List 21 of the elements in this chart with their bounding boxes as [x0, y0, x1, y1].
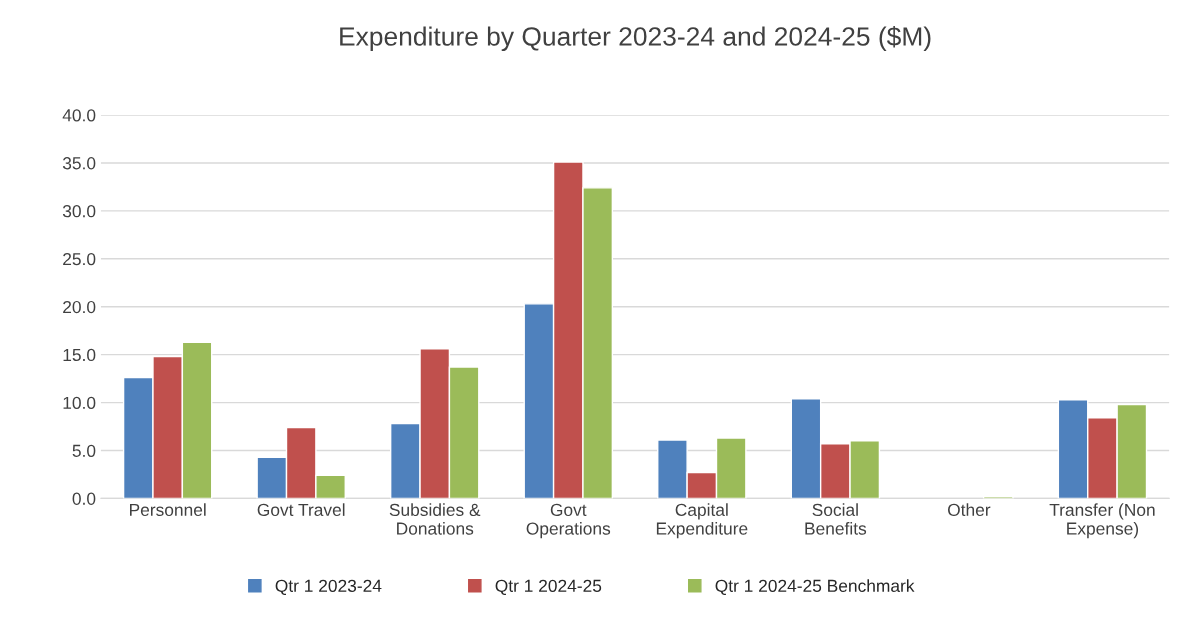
y-tick-label: 15.0: [63, 348, 96, 362]
y-tick-label: 5.0: [72, 444, 96, 457]
legend-label: Qtr 1 2023-24: [275, 579, 382, 596]
y-tick-label: 20.0: [63, 300, 96, 314]
legend-label: Qtr 1 2024-25 Benchmark: [715, 579, 915, 596]
x-tick-label: Capital Expenditure: [656, 503, 748, 539]
x-tick-label: Personnel: [130, 503, 206, 517]
x-tick-label: Govt Operations: [526, 503, 611, 539]
x-tick-label: Govt Travel: [257, 503, 345, 517]
y-tick-label: 0.0: [72, 492, 96, 505]
chart-title: Expenditure by Quarter 2023-24 and 2024-25 ($M): [340, 26, 931, 52]
y-tick-label: 25.0: [63, 252, 96, 266]
x-tick-label: Subsidies & Donations: [389, 503, 481, 535]
x-tick-label: Other: [948, 503, 991, 517]
x-tick-label: Transfer (Non Expense): [1049, 503, 1155, 539]
legend-label: Qtr 1 2024-25: [495, 579, 602, 596]
x-tick-label: Social Benefits: [805, 503, 867, 535]
y-tick-label: 30.0: [62, 205, 96, 218]
y-tick-label: 10.0: [63, 396, 96, 410]
y-tick-label: 40.0: [62, 109, 96, 122]
y-tick-label: 35.0: [62, 157, 96, 170]
